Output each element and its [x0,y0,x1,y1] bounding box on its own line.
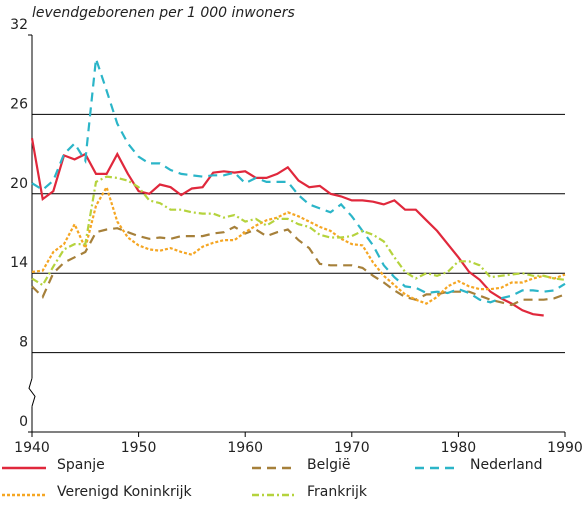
y-tick-label: 26 [10,96,28,112]
x-tick-label: 1950 [121,440,157,456]
legend-label: Spanje [57,457,105,473]
series-line [31,175,566,287]
y-axis-label: levendgeborenen per 1 000 inwoners [32,5,295,21]
x-tick-label: 1960 [227,440,263,456]
legend-label: België [307,457,351,473]
legend-label: Verenigd Koninkrijk [57,484,192,500]
axis-break [28,378,36,407]
y-tick-label: 32 [10,17,28,33]
y-tick-label: 8 [19,335,28,351]
series-line [31,184,566,305]
series-line [30,138,544,317]
x-tick-label: 1980 [441,440,477,456]
series-line [31,58,566,304]
legend-label: Frankrijk [307,484,368,500]
y-tick-label: 0 [19,414,28,430]
y-tick-label: 14 [10,255,28,271]
x-tick-label: 1940 [14,440,50,456]
y-tick-label: 20 [10,176,28,192]
x-tick-label: 1970 [334,440,370,456]
x-tick-label: 1990 [547,440,582,456]
legend-label: Nederland [470,457,543,473]
series-line [31,225,566,307]
